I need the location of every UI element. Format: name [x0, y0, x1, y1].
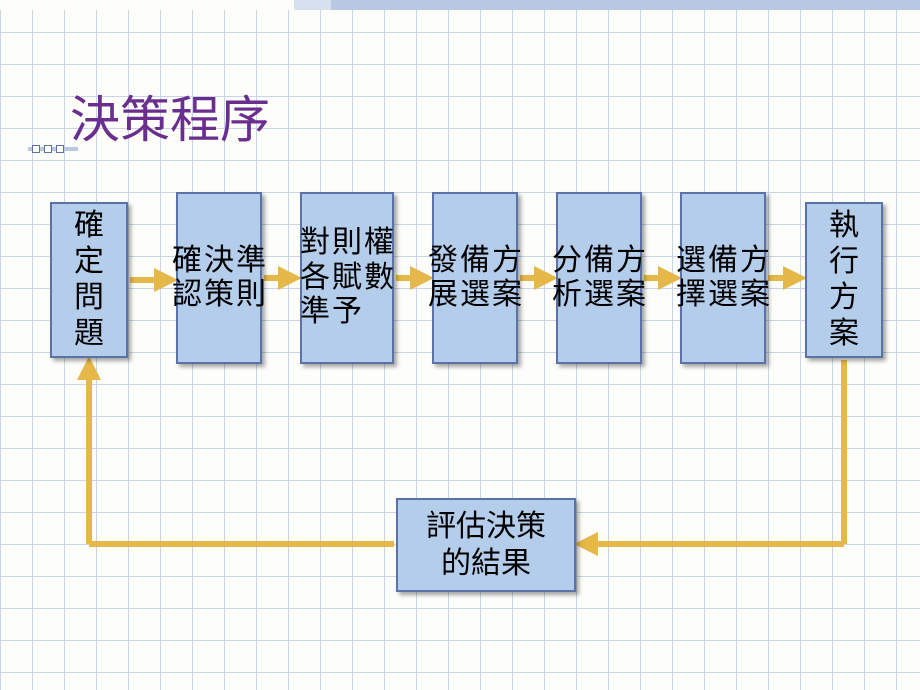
flow-node-n5: 分析備選方案	[556, 192, 642, 364]
flow-node-n4: 發展備選方案	[432, 192, 518, 364]
top-strip	[0, 0, 920, 10]
flow-node-n1: 確定問題	[50, 202, 128, 358]
flow-node-n2: 確認決策準則	[176, 192, 262, 364]
flow-node-n8: 評估決策的結果	[396, 498, 576, 592]
flow-node-n7: 執行方案	[805, 202, 883, 358]
page-title: 決策程序	[70, 80, 270, 152]
title-deco-square	[44, 145, 52, 153]
title-deco-square	[32, 145, 40, 153]
title-deco-square	[56, 145, 64, 153]
flow-node-n6: 選擇備選方案	[680, 192, 766, 364]
flow-node-n3: 對各準則賦予權數	[300, 192, 394, 364]
